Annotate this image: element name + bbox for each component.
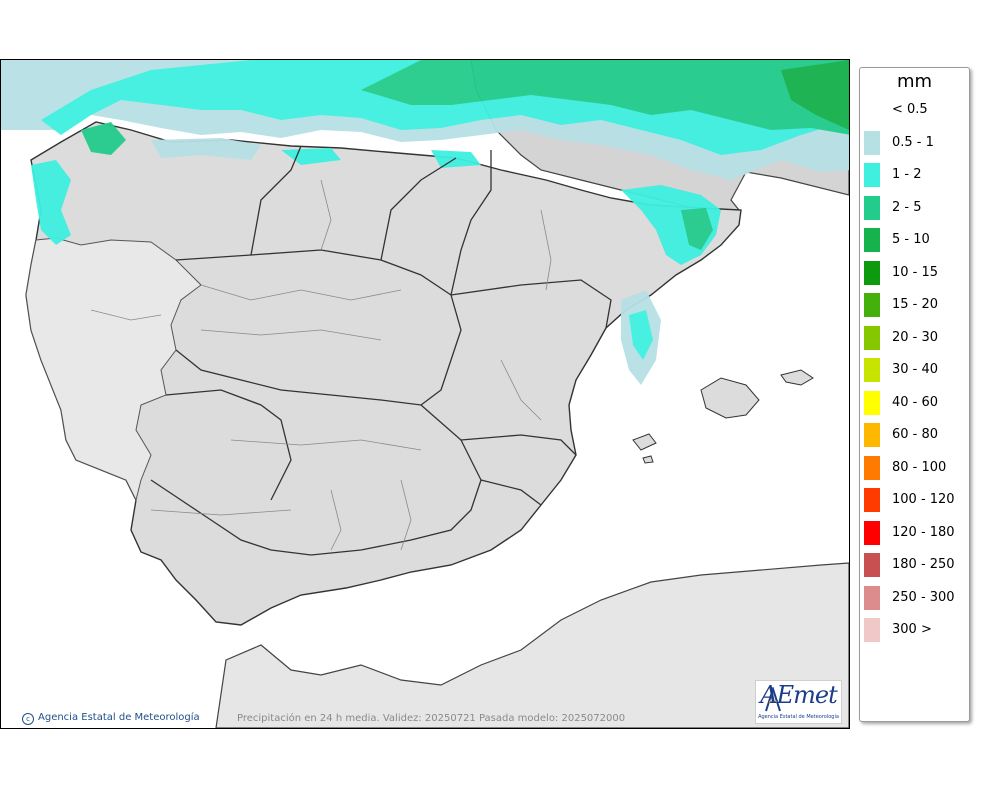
formentera-island (642, 455, 654, 464)
legend-label: 5 - 10 (892, 232, 930, 247)
ibiza-island (632, 433, 657, 451)
legend-swatch (864, 358, 880, 382)
legend-item: 5 - 10 (864, 228, 968, 252)
menorca-island (780, 369, 814, 386)
legend-item: 80 - 100 (864, 455, 968, 480)
legend-label: 60 - 80 (892, 427, 939, 442)
portugal-landmass (25, 237, 202, 502)
legend-swatch (864, 195, 880, 220)
legend-item: 15 - 20 (864, 293, 968, 317)
copyright-icon: c (22, 713, 34, 725)
legend-swatch (864, 260, 880, 285)
aemet-logo-text: AEmet (760, 681, 837, 709)
aemet-logo: AEmet Agencia Estatal de Meteorología (755, 680, 842, 724)
legend-swatch (864, 130, 880, 155)
legend-item: 30 - 40 (864, 358, 968, 382)
mallorca-island (700, 377, 760, 419)
legend-item: 60 - 80 (864, 423, 968, 447)
legend-label: 300 > (892, 622, 932, 637)
legend-label: 2 - 5 (892, 199, 922, 215)
legend-label: 180 - 250 (892, 557, 955, 572)
precipitation-legend: mm < 0.5 0.5 - 1 1 - 2 2 - 5 5 - 10 10 - 15 15… (859, 67, 970, 722)
legend-label: 250 - 300 (892, 589, 955, 605)
legend-label: 20 - 30 (892, 329, 939, 345)
legend-swatch (864, 618, 880, 642)
region-borders (150, 145, 612, 556)
legend-swatch (864, 163, 880, 187)
legend-swatch (864, 520, 880, 545)
agency-credit-text: Agencia Estatal de Meteorología (38, 712, 200, 723)
province-borders (90, 179, 552, 551)
legend-item: 250 - 300 (864, 585, 968, 610)
legend-label: < 0.5 (892, 102, 928, 117)
aemet-logo-mark-icon (765, 687, 781, 712)
precipitation-overlay (1, 60, 849, 385)
legend-item: < 0.5 (864, 98, 968, 122)
legend-label: 120 - 180 (892, 524, 955, 540)
legend-swatch (864, 423, 880, 447)
legend-item: 100 - 120 (864, 488, 968, 512)
legend-label: 10 - 15 (892, 264, 939, 280)
legend-item: 180 - 250 (864, 553, 968, 577)
legend-unit: mm (896, 71, 933, 92)
legend-swatch (864, 325, 880, 350)
legend-label: 1 - 2 (892, 167, 922, 182)
legend-item: 10 - 15 (864, 260, 968, 285)
legend-item: 2 - 5 (864, 195, 968, 220)
legend-swatch (864, 390, 880, 415)
legend-label: 40 - 60 (892, 394, 939, 410)
legend-swatch (864, 553, 880, 577)
legend-swatch (864, 585, 880, 610)
north-africa-landmass (215, 562, 849, 728)
legend-label: 80 - 100 (892, 459, 947, 475)
legend-item: 1 - 2 (864, 163, 968, 187)
legend-swatch (864, 488, 880, 512)
legend-item: 20 - 30 (864, 325, 968, 350)
agency-credit: c Agencia Estatal de Meteorología (22, 712, 200, 725)
map-caption: Precipitación en 24 h media. Validez: 20… (237, 713, 626, 724)
aemet-logo-subtitle: Agencia Estatal de Meteorología (758, 714, 839, 720)
legend-label: 15 - 20 (892, 297, 939, 312)
legend-label: 30 - 40 (892, 362, 939, 377)
legend-swatch (864, 228, 880, 252)
legend-item: 40 - 60 (864, 390, 968, 415)
precipitation-map (0, 59, 850, 729)
legend-label: 100 - 120 (892, 492, 955, 507)
legend-item: 0.5 - 1 (864, 130, 968, 155)
legend-item: 120 - 180 (864, 520, 968, 545)
legend-item: 300 > (864, 618, 968, 642)
legend-swatch (864, 98, 880, 122)
legend-label: 0.5 - 1 (892, 134, 934, 150)
legend-swatch (864, 293, 880, 317)
legend-swatch (864, 455, 880, 480)
